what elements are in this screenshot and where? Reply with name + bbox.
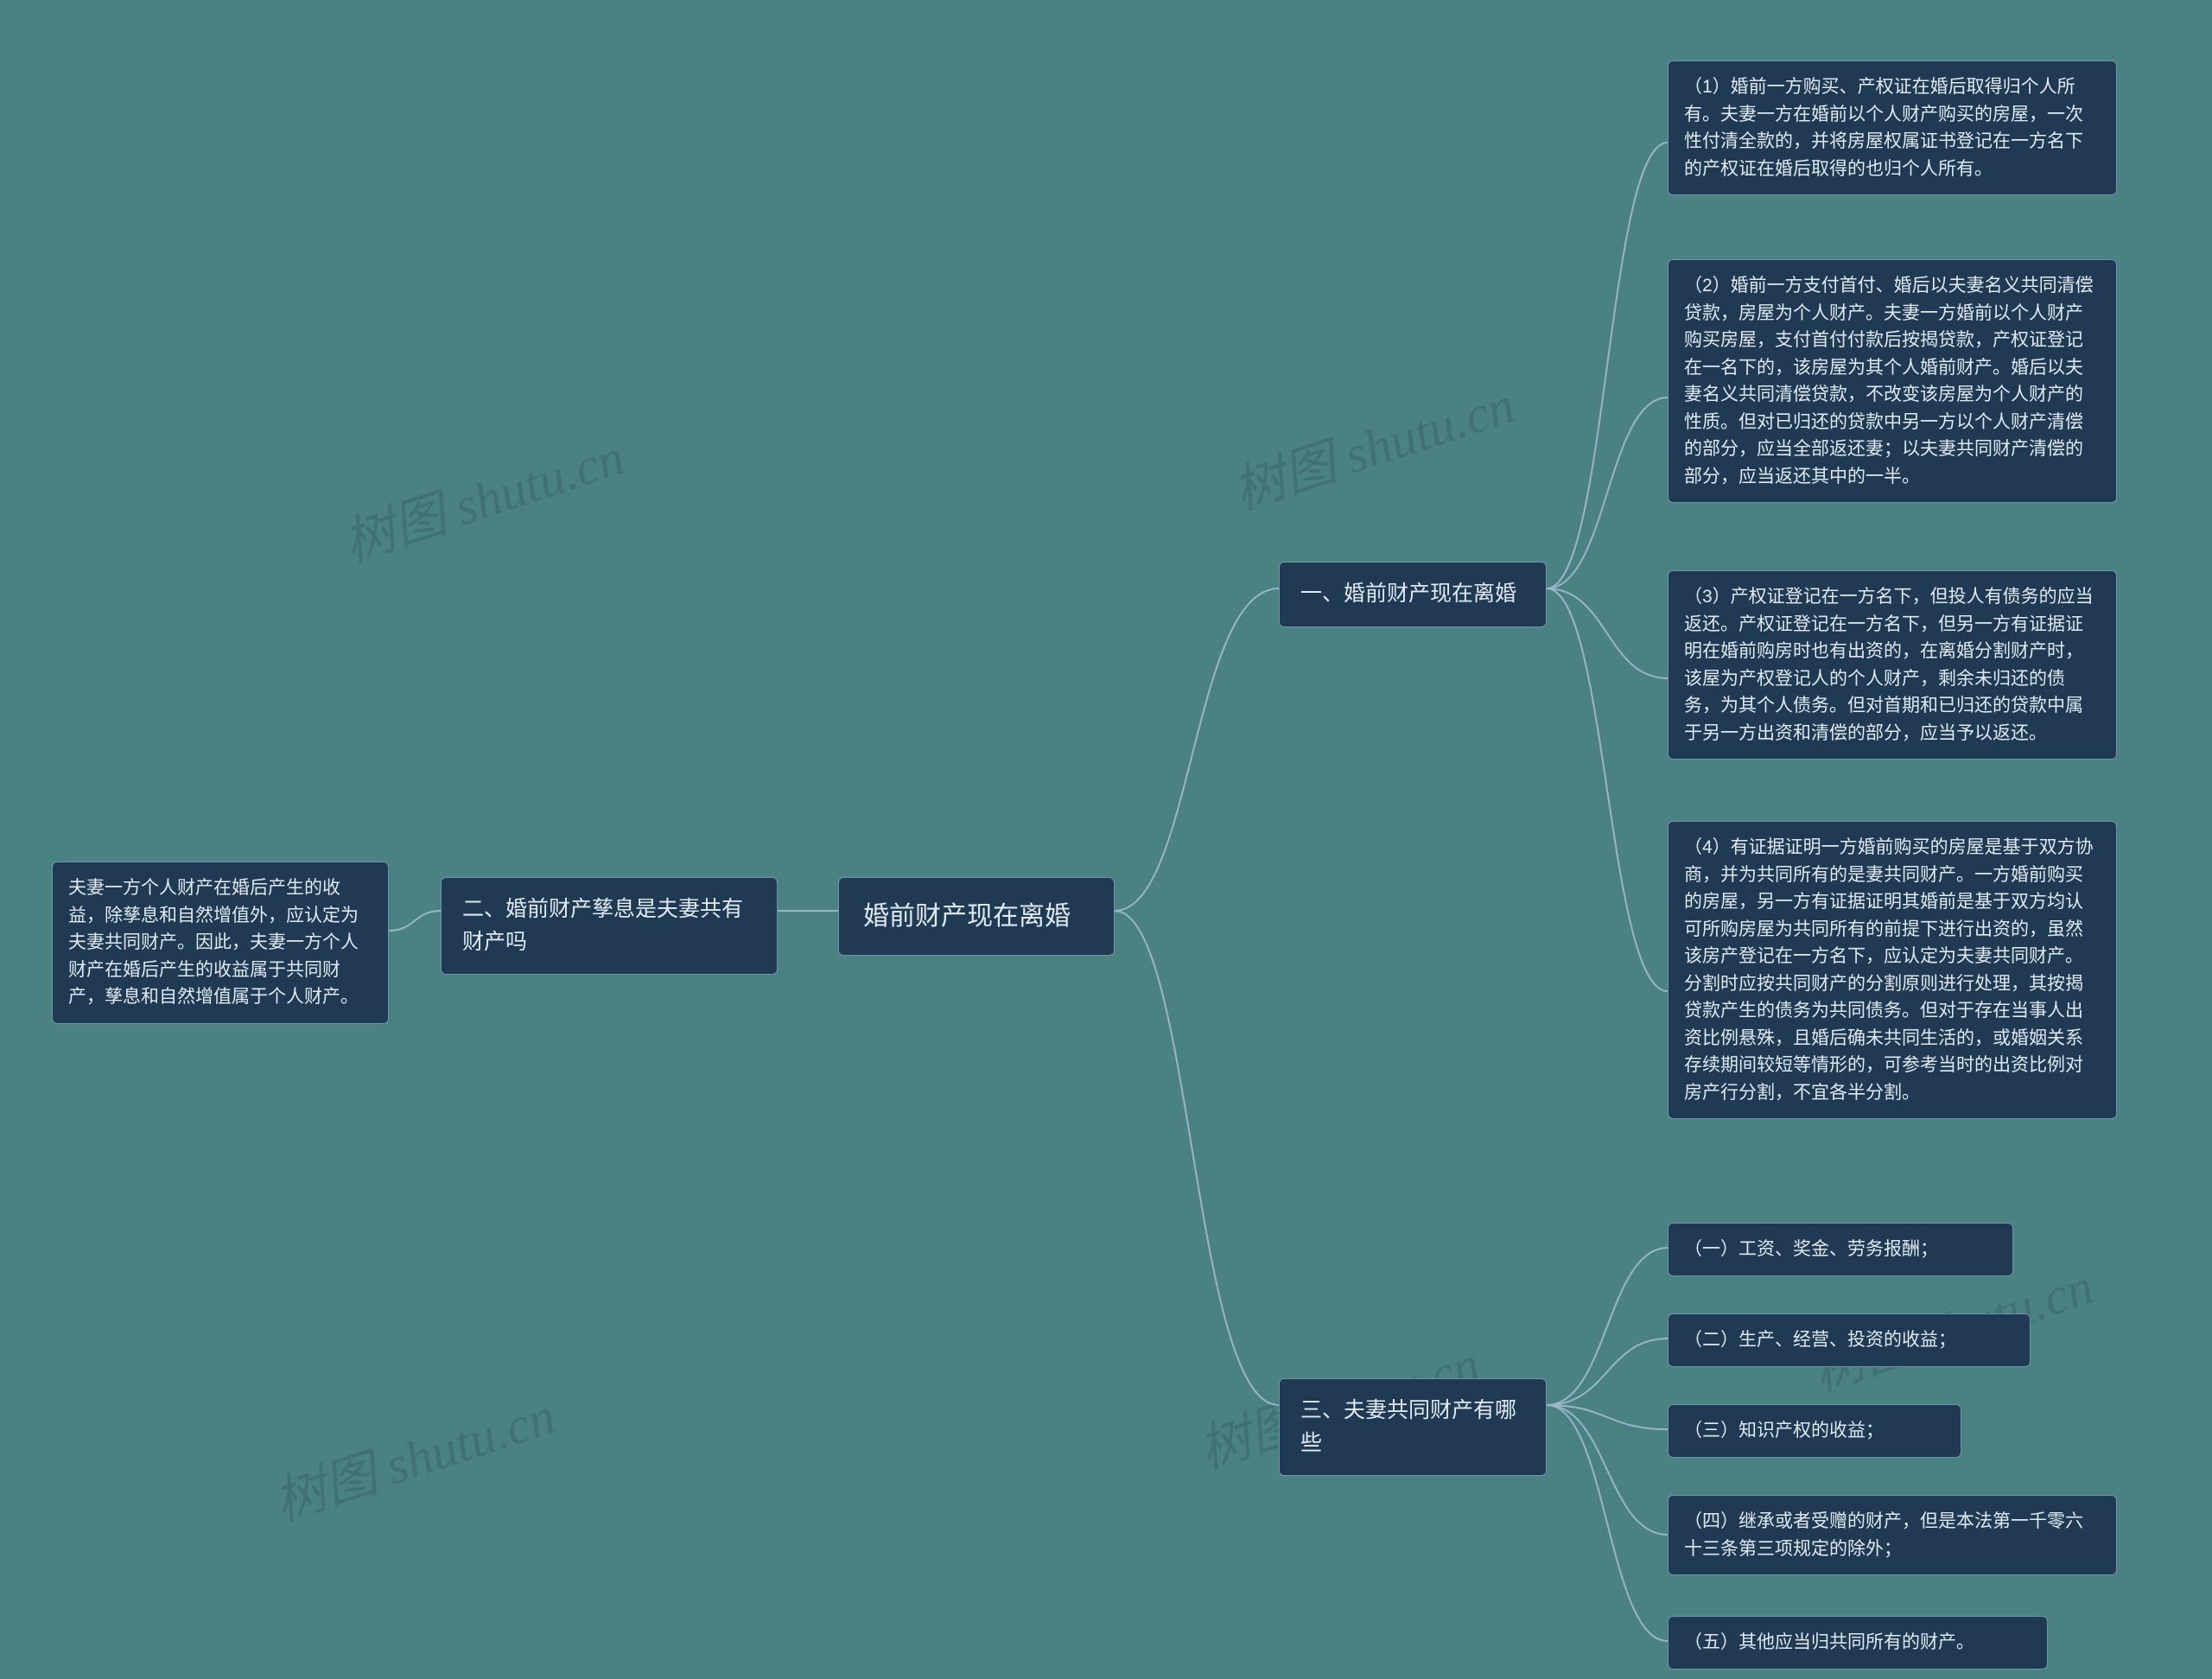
branch-1-leaf-1[interactable]: （1）婚前一方购买、产权证在婚后取得归个人所有。夫妻一方在婚前以个人财产购买的房… <box>1668 60 2117 195</box>
branch-2-leaf-1[interactable]: 夫妻一方个人财产在婚后产生的收益，除孳息和自然增值外，应认定为夫妻共同财产。因此… <box>52 862 389 1024</box>
branch-1[interactable]: 一、婚前财产现在离婚 <box>1279 562 1547 627</box>
branch-1-leaf-4[interactable]: （4）有证据证明一方婚前购买的房屋是基于双方协商，并为共同所有的是妻共同财产。一… <box>1668 821 2117 1119</box>
branch-3[interactable]: 三、夫妻共同财产有哪些 <box>1279 1378 1547 1476</box>
watermark: 树图 shutu.cn <box>264 1374 563 1536</box>
branch-2[interactable]: 二、婚前财产孳息是夫妻共有财产吗 <box>441 877 778 975</box>
mindmap-canvas: 树图 shutu.cn 树图 shutu.cn 树图 shutu.cn 树图 s… <box>0 0 2212 1679</box>
branch-3-leaf-4[interactable]: （四）继承或者受赠的财产，但是本法第一千零六十三条第三项规定的除外； <box>1668 1495 2117 1575</box>
branch-3-leaf-5[interactable]: （五）其他应当归共同所有的财产。 <box>1668 1616 2048 1669</box>
branch-3-leaf-2[interactable]: （二）生产、经营、投资的收益； <box>1668 1313 2031 1367</box>
watermark: 树图 shutu.cn <box>333 415 632 576</box>
branch-3-leaf-1[interactable]: （一）工资、奖金、劳务报酬； <box>1668 1223 2013 1276</box>
branch-3-leaf-3[interactable]: （三）知识产权的收益； <box>1668 1404 1961 1458</box>
branch-1-leaf-3[interactable]: （3）产权证登记在一方名下，但投人有债务的应当返还。产权证登记在一方名下，但另一… <box>1668 570 2117 760</box>
root-node[interactable]: 婚前财产现在离婚 <box>838 877 1115 956</box>
branch-1-leaf-2[interactable]: （2）婚前一方支付首付、婚后以夫妻名义共同清偿贷款，房屋为个人财产。夫妻一方婚前… <box>1668 259 2117 503</box>
watermark: 树图 shutu.cn <box>1223 363 1522 525</box>
